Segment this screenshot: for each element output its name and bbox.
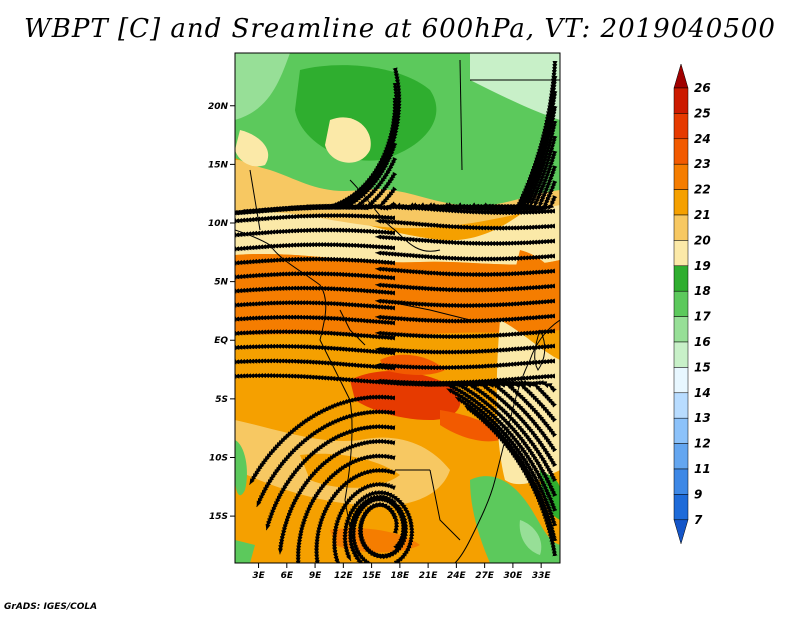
lat-tick-label: 5S [215, 395, 228, 405]
lat-tick-label: 5N [214, 278, 228, 288]
streamline [235, 358, 396, 371]
colorbar-swatch [673, 265, 689, 292]
colorbar-label: 22 [694, 183, 711, 197]
colorbar-swatch [673, 417, 689, 444]
colorbar: 26 25 24 23 22 21 20 19 18 17 16 15 14 13 12 11 9 7 [673, 63, 711, 545]
streamline [375, 298, 556, 309]
wbpt-field [235, 53, 560, 563]
colorbar-swatch [673, 138, 689, 165]
lon-tick-label: 12E [334, 571, 354, 581]
colorbar-label: 20 [694, 233, 711, 247]
colorbar-swatch [673, 189, 689, 216]
colorbar-swatch [673, 392, 689, 419]
colorbar-label: 23 [694, 157, 711, 171]
colorbar-swatch [673, 367, 689, 394]
streamline [376, 202, 556, 216]
colorbar-label: 19 [694, 259, 711, 273]
coastline-borders [235, 59, 560, 563]
lon-tick-label: 15E [362, 571, 382, 581]
streamline [235, 285, 396, 296]
streamline [375, 343, 556, 355]
colorbar-swatch [673, 468, 689, 495]
colorbar-swatch [673, 316, 689, 343]
colorbar-swatch [673, 341, 689, 368]
lon-tick-label: 33E [532, 571, 552, 581]
streamline [235, 300, 396, 311]
colorbar-label: 13 [694, 411, 711, 425]
lat-tick-label: 10S [209, 453, 228, 463]
colorbar-swatch [673, 443, 689, 470]
streamline [375, 358, 556, 371]
colorbar-swatch [673, 113, 689, 140]
colorbar-swatch [673, 494, 689, 521]
colorbar-swatch [673, 87, 689, 114]
colorbar-label: 15 [694, 360, 711, 374]
lat-tick-label: 15S [209, 512, 228, 522]
streamline [235, 343, 396, 356]
streamline [375, 250, 556, 262]
streamline [235, 373, 396, 386]
chart-title: WBPT [C] and Sreamline at 600hPa, VT: 20… [24, 14, 776, 44]
streamline [235, 227, 396, 238]
streamline [342, 489, 415, 563]
streamline [375, 313, 556, 324]
colorbar-label: 11 [694, 462, 711, 476]
lat-tick-label: 15N [208, 160, 229, 170]
colorbar-swatch [673, 214, 689, 241]
grads-credit: GrADS: IGES/COLA [4, 602, 98, 612]
colorbar-label: 18 [694, 284, 711, 298]
lon-tick-label: 6E [281, 571, 294, 581]
colorbar-label: 9 [694, 487, 702, 501]
lon-tick-label: 9E [309, 571, 322, 581]
streamline [235, 329, 396, 341]
colorbar-swatch [673, 240, 689, 267]
lat-tick-label: 20N [208, 102, 229, 112]
streamline [235, 314, 396, 326]
streamline [375, 218, 556, 231]
streamline [235, 242, 396, 252]
colorbar-label: 14 [694, 386, 711, 400]
streamline [375, 266, 556, 278]
streamline [464, 405, 558, 557]
streamlines [235, 60, 558, 563]
colorbar-label: 17 [694, 310, 711, 324]
lat-tick-label: EQ [214, 336, 228, 346]
lon-tick-label: 3E [252, 571, 265, 581]
lon-tick-label: 24E [447, 571, 467, 581]
lat-tick-label: 10N [208, 219, 229, 229]
colorbar-swatch [673, 290, 689, 317]
streamline [375, 282, 556, 293]
longitude-axis: 3E 6E 9E 12E 15E 18E 21E 24E 27E 30E 33E [252, 563, 551, 581]
colorbar-label: 12 [694, 437, 711, 451]
colorbar-top-arrow [673, 63, 689, 89]
lon-tick-label: 18E [391, 571, 411, 581]
colorbar-label: 25 [694, 106, 711, 120]
colorbar-label: 7 [694, 513, 703, 527]
latitude-axis: 20N 15N 10N 5N EQ 5S 10S 15S [208, 102, 235, 522]
streamline [235, 201, 397, 216]
streamline [235, 271, 396, 281]
streamline [375, 328, 556, 340]
lon-tick-label: 27E [475, 571, 495, 581]
colorbar-bottom-arrow [673, 519, 689, 545]
streamline [235, 256, 396, 266]
colorbar-swatch [673, 163, 689, 190]
colorbar-label: 16 [694, 335, 711, 349]
colorbar-label: 26 [694, 81, 711, 95]
lon-tick-label: 30E [504, 571, 524, 581]
colorbar-label: 24 [694, 132, 711, 146]
plot-frame [234, 52, 561, 564]
colorbar-label: 21 [694, 208, 711, 222]
lon-tick-label: 21E [419, 571, 439, 581]
